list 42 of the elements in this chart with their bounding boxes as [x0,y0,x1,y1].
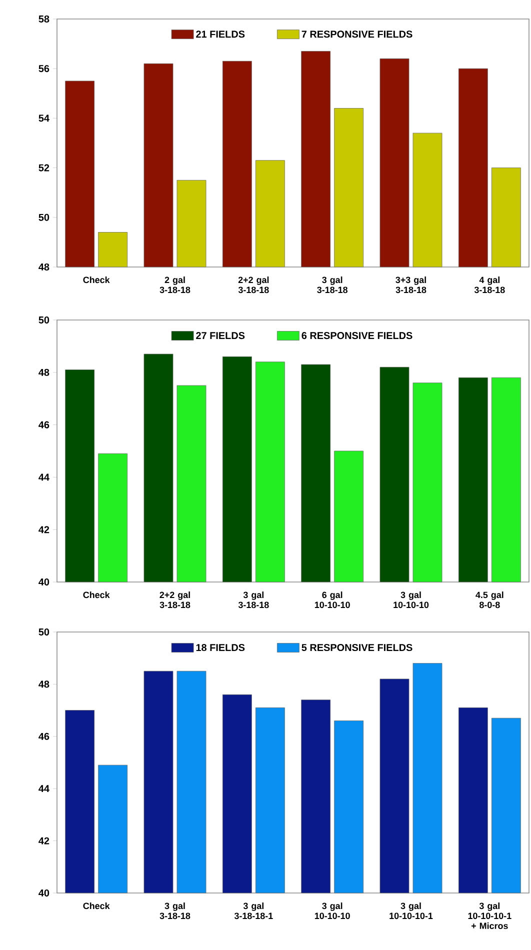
legend-label: 18 FIELDS [196,644,245,652]
y-tick-label: 40 [38,889,50,897]
x-tick-label: 6 gal 10-10-10 [314,592,350,608]
x-tick-label: 3 gal 3-18-18-1 [234,902,273,920]
x-tick-label: Check [83,592,110,598]
y-tick-label: 46 [38,421,50,428]
legend-label: 21 FIELDS [196,30,245,38]
y-tick-label: 44 [38,474,50,481]
y-tick-label: 54 [38,114,50,122]
x-tick-label: 4 gal 3-18-18 [474,276,505,294]
y-tick-label: 40 [38,578,50,586]
y-tick-label: 42 [38,526,50,534]
legend-label: 5 RESPONSIVE FIELDS [302,644,412,652]
legend-label: 7 RESPONSIVE FIELDS [302,30,412,38]
y-tick-label: 42 [38,837,50,844]
x-tick-label: 3 gal 3-18-18 [238,592,269,608]
x-tick-label: 3 gal 10-10-10-1 + Micros [468,902,512,930]
y-tick-label: 44 [38,785,50,792]
x-tick-label: 2 gal 3-18-18 [160,276,190,294]
x-tick-label: Check [83,276,110,284]
x-tick-label: 4.5 gal 8-0-8 [476,592,504,608]
y-tick-label: 52 [38,164,50,172]
y-tick-label: 50 [38,628,50,636]
y-tick-label: 48 [38,263,50,271]
x-tick-label: 3+3 gal 3-18-18 [396,276,426,294]
legend-label: 6 RESPONSIVE FIELDS [302,332,412,340]
x-tick-label: 2+2 gal 3-18-18 [238,276,269,294]
x-tick-label: 3 gal 10-10-10 [394,592,429,608]
y-tick-label: 58 [38,15,50,23]
x-tick-label: 3 gal 10-10-10-1 [390,902,433,920]
x-tick-label: 3 gal 3-18-18 [160,902,190,920]
legend-label: 27 FIELDS [196,332,245,340]
y-tick-label: 50 [38,214,50,221]
y-tick-label: 48 [38,368,50,376]
y-tick-label: 56 [38,65,50,72]
x-tick-label: Check [83,902,110,910]
y-tick-label: 46 [38,732,50,740]
y-tick-label: 50 [38,316,50,324]
x-tick-label: 2+2 gal 3-18-18 [160,592,190,608]
x-tick-label: 3 gal 10-10-10 [314,902,350,920]
x-tick-label: 3 gal 3-18-18 [317,276,348,294]
y-tick-label: 48 [38,680,50,688]
